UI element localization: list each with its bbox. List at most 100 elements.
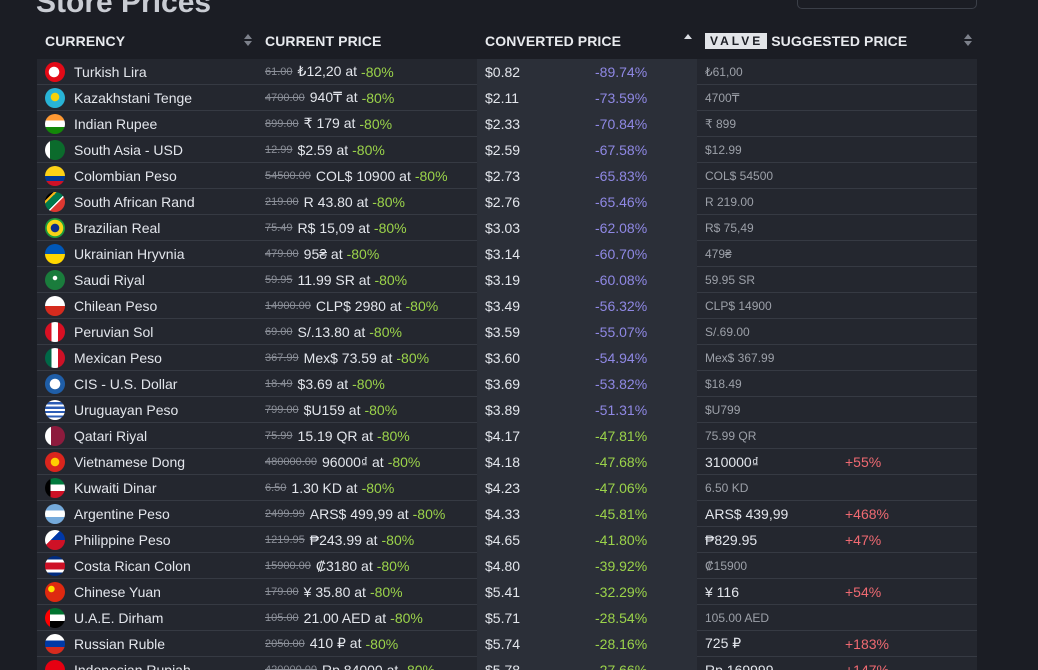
table-row[interactable]: South African Rand 219.00 R 43.80 at -80… (37, 188, 977, 215)
table-row[interactable]: Kuwaiti Dinar 6.50 1.30 KD at -80% $4.23… (37, 474, 977, 501)
table-row[interactable]: Peruvian Sol 69.00 S/.13.80 at -80% $3.5… (37, 318, 977, 345)
current-price-cell: 75.99 15.19 QR at -80% (257, 423, 477, 449)
suggested-price: 310000₫ (705, 453, 759, 470)
currency-cell: Colombian Peso (37, 163, 257, 189)
current-price-cell: 75.49 R$ 15,09 at -80% (257, 215, 477, 241)
table-row[interactable]: Saudi Riyal 59.95 11.99 SR at -80% $3.19… (37, 266, 977, 293)
sort-icon[interactable] (964, 34, 972, 46)
converted-price: $3.69 (485, 375, 521, 392)
price-difference: -65.46% (595, 193, 648, 210)
top-right-control[interactable] (797, 0, 977, 9)
original-price: 59.95 (265, 273, 293, 286)
price-difference: -47.06% (595, 479, 648, 496)
current-price-cell: 479.00 95₴ at -80% (257, 241, 477, 267)
price-difference: -32.29% (595, 583, 648, 600)
suggested-price: R 219.00 (705, 194, 754, 209)
converted-price-cell: $5.41 -32.29% (477, 578, 697, 605)
table-row[interactable]: Qatari Riyal 75.99 15.19 QR at -80% $4.1… (37, 422, 977, 449)
table-row[interactable]: Colombian Peso 54500.00 COL$ 10900 at -8… (37, 162, 977, 189)
currency-cell: Argentine Peso (37, 501, 257, 527)
converted-price-cell: $5.71 -28.54% (477, 604, 697, 631)
cl-flag-icon (45, 295, 65, 316)
currency-name: South African Rand (74, 193, 195, 210)
table-row[interactable]: Vietnamese Dong 480000.00 96000₫ at -80%… (37, 448, 977, 475)
suggested-price-cell: ₡15900 (697, 553, 977, 579)
table-row[interactable]: South Asia - USD 12.99 $2.59 at -80% $2.… (37, 136, 977, 163)
table-row[interactable]: Russian Ruble 2050.00 410 ₽ at -80% $5.7… (37, 630, 977, 657)
discount-badge: -80% (402, 661, 435, 670)
converted-price-cell: $2.73 -65.83% (477, 162, 697, 189)
table-row[interactable]: Philippine Peso 1219.95 ₱243.99 at -80% … (37, 526, 977, 553)
sort-icon[interactable] (244, 34, 252, 46)
price-difference: -55.07% (595, 323, 648, 340)
table-row[interactable]: Indonesian Rupiah 420000.00 Rp 84000 at … (37, 656, 977, 670)
current-price: CLP$ 2980 at (315, 297, 402, 314)
suggested-price-cell: Mex$ 367.99 (697, 345, 977, 371)
header-currency-label: CURRENCY (45, 33, 126, 49)
currency-cell: Chilean Peso (37, 293, 257, 319)
header-current-price[interactable]: CURRENT PRICE (257, 23, 477, 59)
header-currency[interactable]: CURRENCY (37, 23, 257, 59)
original-price: 1219.95 (265, 533, 305, 546)
currency-name: Qatari Riyal (74, 427, 148, 444)
table-row[interactable]: Chilean Peso 14900.00 CLP$ 2980 at -80% … (37, 292, 977, 319)
converted-price: $3.19 (485, 271, 521, 288)
header-converted-price[interactable]: CONVERTED PRICE (477, 23, 697, 59)
suggested-difference: +147% (845, 661, 889, 670)
table-row[interactable]: Costa Rican Colon 15900.00 ₡3180 at -80%… (37, 552, 977, 579)
converted-price-cell: $2.59 -67.58% (477, 136, 697, 163)
suggested-price: ₺61,00 (705, 64, 743, 79)
original-price: 2050.00 (265, 637, 305, 650)
table-row[interactable]: Ukrainian Hryvnia 479.00 95₴ at -80% $3.… (37, 240, 977, 267)
table-row[interactable]: Kazakhstani Tenge 4700.00 940₸ at -80% $… (37, 84, 977, 111)
ae-flag-icon (45, 607, 65, 628)
table-row[interactable]: Argentine Peso 2499.99 ARS$ 499,99 at -8… (37, 500, 977, 527)
current-price-cell: 2050.00 410 ₽ at -80% (257, 631, 477, 657)
price-difference: -65.83% (595, 167, 648, 184)
current-price-cell: 14900.00 CLP$ 2980 at -80% (257, 293, 477, 319)
discount-badge: -80% (359, 115, 393, 132)
suggested-price-cell: COL$ 54500 (697, 163, 977, 189)
table-row[interactable]: CIS - U.S. Dollar 18.49 $3.69 at -80% $3… (37, 370, 977, 397)
original-price: 105.00 (265, 611, 299, 624)
ph-flag-icon (45, 529, 65, 550)
table-row[interactable]: Brazilian Real 75.49 R$ 15,09 at -80% $3… (37, 214, 977, 241)
table-row[interactable]: Turkish Lira 61.00 ₺12,20 at -80% $0.82 … (37, 58, 977, 85)
suggested-price: 75.99 QR (705, 428, 757, 443)
currency-cell: Peruvian Sol (37, 319, 257, 345)
suggested-price-cell: S/.69.00 (697, 319, 977, 345)
sort-ascending-icon[interactable] (684, 34, 692, 39)
current-price-cell: 899.00 ₹ 179 at -80% (257, 111, 477, 137)
discount-badge: -80% (376, 557, 410, 574)
kw-flag-icon (45, 477, 65, 498)
table-row[interactable]: Mexican Peso 367.99 Mex$ 73.59 at -80% $… (37, 344, 977, 371)
table-row[interactable]: Uruguayan Peso 799.00 $U159 at -80% $3.8… (37, 396, 977, 423)
original-price: 75.99 (265, 429, 293, 442)
header-suggested-price[interactable]: VALVE SUGGESTED PRICE (697, 23, 977, 59)
current-price: $3.69 at (297, 375, 349, 392)
header-current-price-label: CURRENT PRICE (265, 33, 382, 49)
table-row[interactable]: U.A.E. Dirham 105.00 21.00 AED at -80% $… (37, 604, 977, 631)
price-difference: -47.68% (595, 453, 648, 470)
cn-flag-icon (45, 581, 65, 602)
converted-price: $5.74 (485, 635, 521, 652)
converted-price: $3.59 (485, 323, 521, 340)
original-price: 899.00 (265, 117, 299, 130)
current-price-cell: 2499.99 ARS$ 499,99 at -80% (257, 501, 477, 527)
discount-badge: -80% (405, 297, 439, 314)
currency-name: South Asia - USD (74, 141, 183, 158)
suggested-price: $12.99 (705, 142, 742, 157)
price-difference: -51.31% (595, 401, 648, 418)
table-row[interactable]: Indian Rupee 899.00 ₹ 179 at -80% $2.33 … (37, 110, 977, 137)
suggested-price-cell: 6.50 KD (697, 475, 977, 501)
currency-cell: U.A.E. Dirham (37, 605, 257, 631)
current-price: ₡3180 at (315, 557, 373, 574)
currency-name: Indian Rupee (74, 115, 158, 132)
table-row[interactable]: Chinese Yuan 179.00 ¥ 35.80 at -80% $5.4… (37, 578, 977, 605)
id-flag-icon (45, 659, 65, 670)
discount-badge: -80% (374, 271, 408, 288)
converted-price-cell: $3.60 -54.94% (477, 344, 697, 371)
ru-flag-icon (45, 633, 65, 654)
converted-price-cell: $3.89 -51.31% (477, 396, 697, 423)
kz-flag-icon (45, 87, 65, 108)
